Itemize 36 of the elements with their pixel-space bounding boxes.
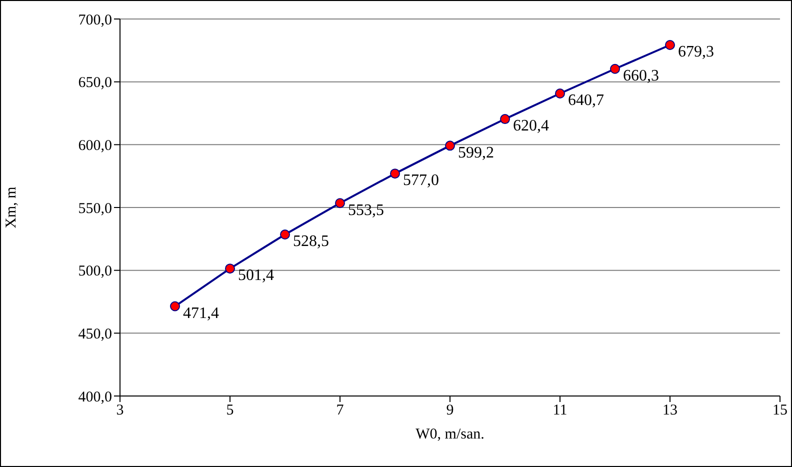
data-label: 620,4 — [513, 118, 549, 135]
data-label: 577,0 — [403, 172, 439, 190]
data-label: 501,4 — [238, 267, 274, 284]
point — [665, 40, 675, 50]
x-tick-label: 11 — [552, 402, 568, 419]
point — [390, 168, 400, 179]
data-label: 471,4 — [183, 304, 219, 322]
point — [280, 230, 290, 240]
y-tick-label: 650,0 — [78, 75, 112, 92]
y-tick-label: 600,0 — [78, 138, 112, 154]
point — [445, 140, 455, 151]
data-label: 528,5 — [293, 233, 329, 250]
point — [335, 198, 345, 208]
data-label: 599,2 — [458, 144, 494, 162]
y-tick-label: 700,0 — [78, 12, 112, 28]
x-tick-label: 5 — [226, 402, 234, 419]
data-label: 640,7 — [568, 92, 604, 110]
x-tick-label: 3 — [116, 402, 124, 419]
data-label: 660,3 — [623, 68, 659, 85]
data-label: 553,5 — [348, 202, 384, 219]
x-tick-label: 9 — [446, 402, 454, 419]
point — [170, 301, 180, 312]
point — [225, 264, 235, 274]
x-tick-label: 7 — [336, 402, 344, 419]
x-axis-title: W0, m/san. — [416, 426, 484, 443]
y-axis-title: Xm, m — [3, 186, 20, 228]
point — [555, 88, 565, 99]
y-tick-label: 400,0 — [78, 389, 112, 406]
x-tick-label: 15 — [772, 402, 788, 419]
y-tick-label: 500,0 — [78, 264, 112, 280]
data-label: 679,3 — [678, 44, 714, 61]
point — [500, 114, 510, 124]
point — [610, 64, 620, 74]
x-tick-label: 13 — [662, 402, 678, 419]
y-tick-label: 450,0 — [78, 326, 112, 342]
y-tick-label: 550,0 — [78, 200, 112, 217]
